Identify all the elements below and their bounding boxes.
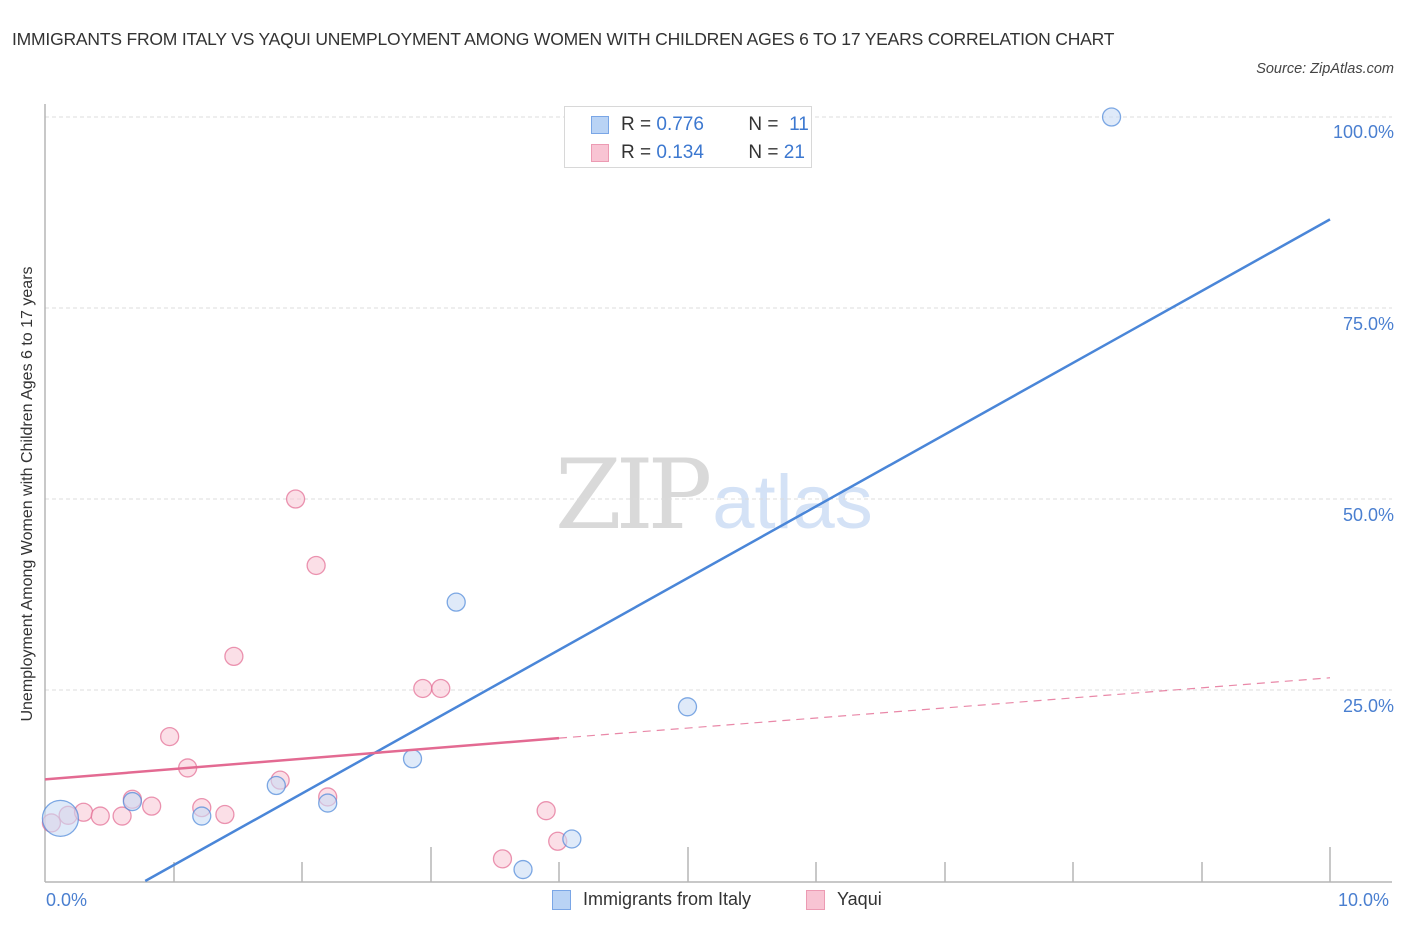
data-point [446,592,466,612]
yaqui-legend-label: Yaqui [837,889,882,909]
data-point [318,793,338,813]
italy-legend-label: Immigrants from Italy [583,889,752,909]
y-tick-25: 25.0% [1342,696,1394,716]
data-point [266,775,286,796]
watermark-zip: ZIP [555,439,712,551]
correlation-legend: R = 0.776 N = 11 R = 0.134 N = 21 [564,106,812,168]
trendline-extension [558,677,1331,739]
data-point [159,726,180,747]
data-point [513,859,533,880]
n-value: 21 [783,142,805,163]
n-label: N = [748,142,779,163]
watermark: ZIPatlas [555,445,873,553]
r-value: 0.776 [656,114,704,135]
data-point [142,796,162,816]
gridlines [45,116,1392,691]
yaqui-swatch-icon [591,144,609,162]
chart-title: IMMIGRANTS FROM ITALY VS YAQUI UNEMPLOYM… [12,29,1115,49]
legend-row-italy: R = 0.776 N = 11 [591,114,809,136]
data-point [112,806,132,826]
italy-swatch-icon [591,116,609,134]
data-point [90,806,110,826]
data-point [285,489,306,509]
data-point [192,806,212,826]
data-point [215,804,235,825]
legend-item-yaqui[interactable]: Yaqui [806,889,882,910]
watermark-atlas: atlas [712,460,873,545]
x-tick-min: 0.0% [46,890,88,910]
italy-points [41,107,1122,880]
data-point [402,749,423,769]
data-point [224,646,244,667]
data-point [1101,107,1122,127]
r-label: R = [621,114,652,135]
data-point [122,791,143,812]
data-point [413,678,433,699]
source-label: Source: ZipAtlas.com [1256,61,1394,77]
data-point [562,829,582,849]
yaqui-points [41,489,568,869]
n-value: 11 [789,114,809,135]
data-point [306,555,326,576]
data-point [41,799,80,838]
data-point [492,849,513,869]
y-tick-100: 100.0% [1332,122,1394,142]
data-point [536,801,556,821]
x-tick-max: 10.0% [1338,890,1390,910]
y-tick-75: 75.0% [1342,314,1394,334]
r-label: R = [621,142,652,163]
data-point [431,678,451,699]
axes-lines [44,104,1392,883]
trendline [144,218,1331,883]
legend-row-yaqui: R = 0.134 N = 21 [591,142,805,164]
y-tick-50: 50.0% [1342,505,1394,525]
trendlines [44,218,1331,883]
trendline [44,736,560,781]
n-label: N = [748,114,779,135]
yaqui-legend-icon [806,889,825,910]
r-value: 0.134 [656,142,704,163]
legend-item-italy[interactable]: Immigrants from Italy [552,889,751,910]
data-point [677,697,698,717]
italy-legend-icon [552,889,571,910]
